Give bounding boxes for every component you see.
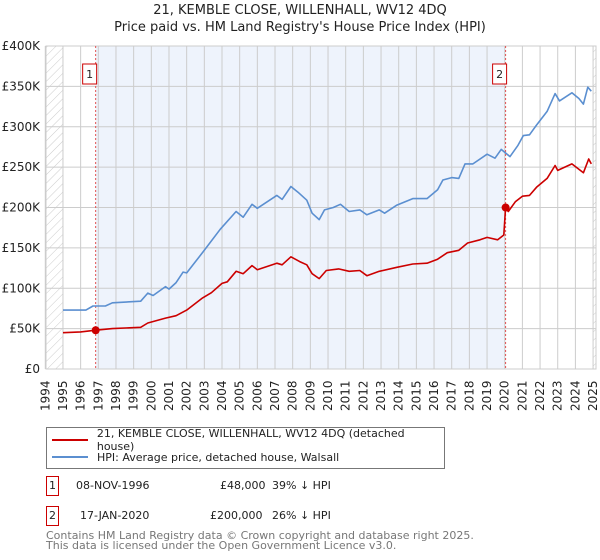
hpi-line [63,86,592,311]
transaction-row: 2 17-JAN-2020 £200,000 26% ↓ HPI [46,506,446,526]
x-tick-label: 2006 [250,380,264,411]
price-chart: £0 £50K £100K £150K £200K £250K £300K £350K £400… [2,39,600,411]
sale-label-box [492,63,508,85]
sale-label-box [82,63,98,85]
x-tick-label: 2010 [321,380,335,411]
x-tick-label: 2015 [409,380,423,411]
legend-label-hpi: HPI: Average price, detached house, Wals… [97,450,340,464]
x-tick-label: 2019 [480,380,494,411]
transaction-price: £48,000 [220,479,266,492]
footer-copyright: Contains HM Land Registry data © Crown c… [46,529,474,542]
transaction-marker: 1 [46,476,59,496]
y-tick-label: £150K [2,241,42,255]
transaction-hpi-diff: 39% ↓ HPI [272,479,331,492]
x-tick-label: 2022 [533,380,547,411]
x-tick-label: 2018 [462,380,476,411]
x-tick-label: 2020 [498,380,512,411]
x-tick-label: 2024 [568,380,582,411]
x-tick-label: 2014 [392,380,406,411]
x-tick-label: 1998 [109,380,123,411]
sale-label: 1 [86,68,93,81]
x-tick-label: 2023 [551,380,565,411]
sale-label: 2 [496,68,503,81]
y-tick-label: £100K [2,281,42,295]
x-tick-label: 2002 [180,380,194,411]
footer-licence: This data is licensed under the Open Gov… [46,539,397,552]
sale-point [91,326,100,335]
y-tick-label: £400K [2,39,42,53]
chart-subtitle: Price paid vs. HM Land Registry's House … [114,20,486,35]
property-price-line [62,158,593,334]
x-tick-label: 2025 [586,380,600,411]
x-tick-label: 2005 [233,380,247,411]
legend-swatch-hpi [52,456,88,458]
y-tick-label: £200K [2,201,42,215]
y-tick-label: £50K [9,322,41,336]
y-tick-label: £350K [2,79,42,93]
legend-swatch-property [52,439,88,441]
x-tick-label: 2016 [427,380,441,411]
legend-item-hpi: HPI: Average price, detached house, Wals… [47,449,339,465]
x-tick-label: 2007 [268,380,282,411]
x-tick-label: 2011 [339,380,353,411]
x-tick-label: 2017 [445,380,459,411]
transaction-marker: 2 [46,506,59,526]
x-tick-label: 1997 [91,380,105,411]
legend: 21, KEMBLE CLOSE, WILLENHALL, WV12 4DQ (… [46,427,445,469]
x-tick-label: 2009 [303,380,317,411]
transaction-price: £200,000 [210,509,263,522]
chart-title: 21, KEMBLE CLOSE, WILLENHALL, WV12 4DQ [153,3,447,18]
legend-item-property: 21, KEMBLE CLOSE, WILLENHALL, WV12 4DQ (… [47,427,444,453]
x-tick-label: 2021 [515,380,529,411]
x-tick-label: 2012 [356,380,370,411]
y-tick-label: £300K [2,120,42,134]
transaction-hpi-diff: 26% ↓ HPI [272,509,331,522]
transaction-row: 1 08-NOV-1996 £48,000 39% ↓ HPI [46,476,446,496]
sale-point [501,203,510,212]
x-tick-label: 1999 [127,380,141,411]
y-tick-label: £0 [25,362,40,376]
x-tick-label: 1995 [56,380,70,411]
legend-label-property: 21, KEMBLE CLOSE, WILLENHALL, WV12 4DQ (… [96,427,405,453]
x-tick-label: 1994 [38,380,52,411]
x-tick-label: 2008 [286,380,300,411]
plot-frame [45,45,597,370]
x-tick-label: 1996 [74,380,88,411]
transaction-date: 08-NOV-1996 [76,479,150,492]
x-tick-label: 2000 [144,380,158,411]
x-tick-label: 2001 [162,380,176,411]
x-tick-label: 2003 [197,380,211,411]
y-tick-label: £250K [2,160,42,174]
x-tick-label: 2004 [215,380,229,411]
x-tick-label: 2013 [374,380,388,411]
transaction-date: 17-JAN-2020 [80,509,150,522]
